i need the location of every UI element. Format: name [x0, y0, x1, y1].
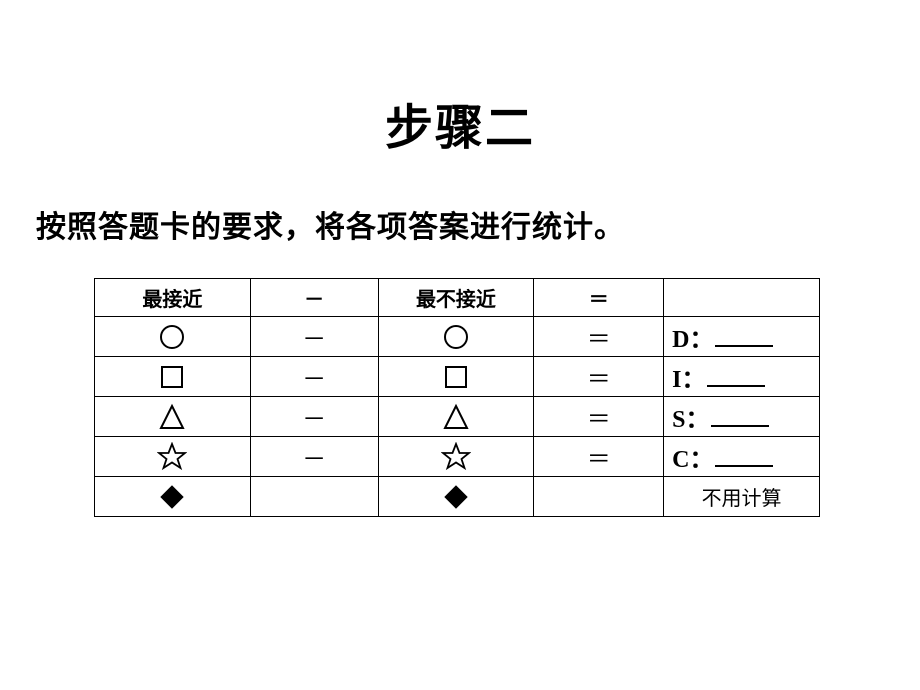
table-row: － ＝ C： [95, 437, 820, 477]
shape-triangle-right [378, 397, 534, 437]
shape-square-right [378, 357, 534, 397]
shape-star-right [378, 437, 534, 477]
square-icon [159, 364, 185, 390]
equals-cell: ＝ [534, 397, 664, 437]
header-least: 最不接近 [378, 279, 534, 317]
result-cell-d: D： [664, 317, 820, 357]
minus-cell: － [250, 357, 378, 397]
triangle-icon [158, 403, 186, 431]
result-cell-nocalc: 不用计算 [664, 477, 820, 517]
empty-cell [250, 477, 378, 517]
header-result [664, 279, 820, 317]
result-underline [711, 425, 769, 427]
empty-cell [534, 477, 664, 517]
shape-circle-right [378, 317, 534, 357]
diamond-icon [443, 484, 469, 510]
header-minus: － [250, 279, 378, 317]
disc-scoring-table: 最接近 － 最不接近 ＝ － ＝ D： － ＝ I： [94, 278, 820, 517]
result-cell-c: C： [664, 437, 820, 477]
page-title: 步骤二 [0, 0, 920, 158]
result-cell-s: S： [664, 397, 820, 437]
table-row: － ＝ S： [95, 397, 820, 437]
minus-cell: － [250, 317, 378, 357]
page-subtitle: 按照答题卡的要求，将各项答案进行统计。 [0, 158, 920, 246]
table-row: 不用计算 [95, 477, 820, 517]
shape-star-left [95, 437, 251, 477]
disc-table-container: 最接近 － 最不接近 ＝ － ＝ D： － ＝ I： [94, 278, 820, 517]
result-label-s: S： [672, 407, 709, 433]
header-closest: 最接近 [95, 279, 251, 317]
equals-cell: ＝ [534, 317, 664, 357]
minus-cell: － [250, 397, 378, 437]
result-label-d: D： [672, 327, 713, 353]
equals-cell: ＝ [534, 357, 664, 397]
star-icon [157, 442, 187, 472]
shape-square-left [95, 357, 251, 397]
result-underline [715, 465, 773, 467]
shape-circle-left [95, 317, 251, 357]
shape-diamond-left [95, 477, 251, 517]
triangle-icon [442, 403, 470, 431]
square-icon [443, 364, 469, 390]
diamond-icon [159, 484, 185, 510]
header-equals: ＝ [534, 279, 664, 317]
shape-diamond-right [378, 477, 534, 517]
result-label-c: C： [672, 447, 713, 473]
result-cell-i: I： [664, 357, 820, 397]
circle-icon [442, 323, 470, 351]
minus-cell: － [250, 437, 378, 477]
equals-cell: ＝ [534, 437, 664, 477]
star-icon [441, 442, 471, 472]
table-row: － ＝ D： [95, 317, 820, 357]
table-header-row: 最接近 － 最不接近 ＝ [95, 279, 820, 317]
result-underline [707, 385, 765, 387]
shape-triangle-left [95, 397, 251, 437]
table-row: － ＝ I： [95, 357, 820, 397]
result-label-i: I： [672, 367, 705, 393]
circle-icon [158, 323, 186, 351]
result-underline [715, 345, 773, 347]
